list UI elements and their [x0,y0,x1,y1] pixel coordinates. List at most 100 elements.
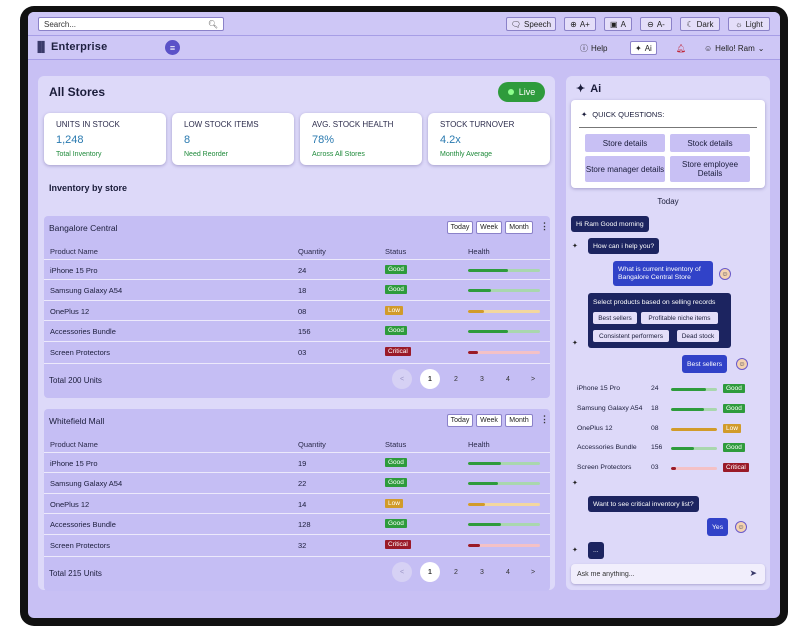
quick-question-manager-details[interactable]: Store manager details [585,156,665,182]
user-greeting: Hello! Ram [715,43,755,53]
dark-mode-button[interactable]: ☾ Dark [680,17,720,31]
stat-value: 4.2x [440,134,461,146]
table-row[interactable]: OnePlus 12 14 Low [44,492,550,513]
font-increase-button[interactable]: ⊕ A+ [564,17,596,31]
health-bar [468,482,540,486]
font-decrease-button[interactable]: ⊖ A- [640,17,672,31]
table-row[interactable]: Samsung Galaxy A54 18 Good [44,279,550,299]
inventory-panel: All Stores Live UNITS IN STOCK 1,248 Tot… [38,76,555,591]
health-bar-fill [671,388,706,391]
more-options-icon[interactable]: ⋮ [540,414,549,424]
health-bar [468,289,540,293]
chat-input[interactable] [577,568,737,580]
search-box[interactable]: 🔍︎ [38,17,224,31]
health-bar-fill [671,467,676,471]
quick-question-stock-details[interactable]: Stock details [670,134,750,152]
period-button-today[interactable]: Today [447,414,473,427]
health-bar-fill [468,462,502,465]
notification-bell-icon[interactable]: 🔔︎ [676,43,687,53]
chat-input-box[interactable]: ➤ [571,564,765,584]
product-name: Screen Protectors [50,540,111,550]
brand-name: Enterprise [51,41,108,53]
column-header: Status [385,247,407,256]
total-units: Total 215 Units [49,569,102,578]
stat-label: LOW STOCK ITEMS [184,120,259,129]
send-icon[interactable]: ➤ [749,568,757,578]
health-bar [468,309,540,313]
period-button-today[interactable]: Today [447,221,473,234]
period-button-week[interactable]: Week [476,221,502,234]
search-input[interactable] [39,18,199,30]
status-badge: Good [385,265,407,274]
pagination-prev[interactable]: < [392,562,412,582]
status-badge: Critical [385,346,411,356]
period-button-month[interactable]: Month [505,221,533,234]
pagination-page[interactable]: 2 [454,375,458,383]
section-title: Inventory by store [49,183,128,193]
font-reset-button[interactable]: ▣ A [604,17,632,31]
product-name: Accessories Bundle [50,327,116,337]
pagination-page[interactable]: 1 [420,369,440,389]
stat-value: 8 [184,134,191,146]
table-row[interactable]: Accessories Bundle 128 Good [44,513,550,533]
pagination-page[interactable]: 3 [480,568,484,576]
quick-question-store-details[interactable]: Store details [585,134,665,152]
more-options-icon[interactable]: ⋮ [540,221,549,231]
pagination-page[interactable]: 1 [420,562,440,582]
ai-button[interactable]: ✦ Ai [630,41,657,55]
quantity: 14 [298,499,307,509]
quick-question-employee-details[interactable]: Store employee Details [670,156,750,182]
user-avatar-icon: ☺ [735,521,747,533]
ai-panel-title: ✦ Ai [576,82,601,96]
stat-label: AVG. STOCK HEALTH [312,120,394,129]
pagination-prev[interactable]: < [392,369,412,389]
quantity: 32 [298,540,307,550]
ai-message: How can i help you? [588,238,660,254]
health-bar-fill [468,543,481,547]
pagination-page[interactable]: 4 [506,375,510,383]
search-icon[interactable]: 🔍︎ [207,20,218,29]
pagination-page[interactable]: 3 [480,375,484,383]
product-name: OnePlus 12 [577,424,613,432]
stat-value: 1,248 [56,134,84,146]
table-row[interactable]: Samsung Galaxy A54 22 Good [44,472,550,492]
pagination-next[interactable]: > [530,375,536,383]
option-chip-consistent-performers[interactable]: Consistent performers [593,330,669,342]
pagination-next[interactable]: > [530,568,536,576]
table-row[interactable]: Accessories Bundle 156 Good [44,320,550,340]
quantity: 08 [298,306,307,316]
light-mode-button[interactable]: ☼ Light [728,17,770,31]
help-icon: ⓘ [580,43,588,53]
option-chip-profitable-niche[interactable]: Profitable niche items [641,312,718,324]
divider [579,127,757,128]
product-name: iPhone 15 Pro [50,266,98,275]
summary-row: OnePlus 12 08 Low [577,419,757,439]
table-row[interactable]: iPhone 15 Pro 19 Good [44,452,550,472]
option-chip-dead-stock[interactable]: Dead stock [677,330,719,342]
speech-button[interactable]: 🗨︎ Speech [506,17,556,31]
store-card: Whitefield Mall Today Week Month ⋮ Product Na… [44,409,550,591]
table-row[interactable]: Screen Protectors 32 Critical [44,533,550,554]
help-label: Help [591,43,608,53]
table-footer: Total 215 Units <1 2 3 4 > [44,556,550,588]
status-badge: Good [723,403,745,413]
table-row[interactable]: OnePlus 12 08 Low [44,299,550,320]
column-header: Quantity [298,440,326,449]
pagination-page[interactable]: 4 [506,568,510,576]
period-button-week[interactable]: Week [476,414,502,427]
page-title: All Stores [49,85,106,99]
live-toggle[interactable]: Live [498,82,545,102]
product-name: iPhone 15 Pro [50,459,98,468]
period-button-month[interactable]: Month [505,414,533,427]
product-name: iPhone 15 Pro [577,385,621,392]
stat-label: STOCK TURNOVER [440,120,515,129]
user-menu[interactable]: ☺ Hello! Ram ⌄ [704,41,764,55]
pagination-page[interactable]: 2 [454,568,458,576]
table-row[interactable]: iPhone 15 Pro 24 Good [44,259,550,279]
quick-questions-title: QUICK QUESTIONS: [592,110,665,119]
option-chip-best-sellers[interactable]: Best sellers [593,312,637,324]
table-row[interactable]: Screen Protectors 03 Critical [44,340,550,361]
health-bar-fill [671,407,705,411]
menu-toggle-icon[interactable]: ≡ [165,40,180,55]
help-button[interactable]: ⓘ Help [580,41,607,55]
